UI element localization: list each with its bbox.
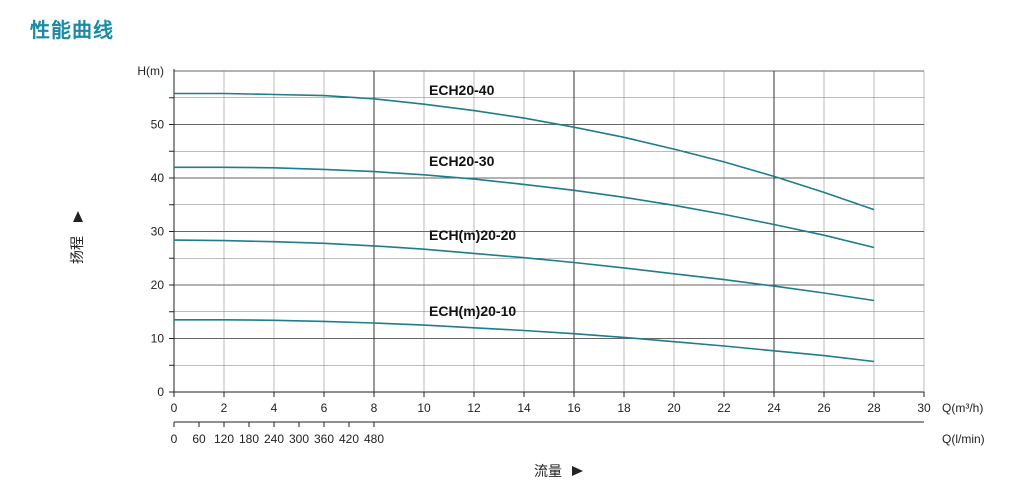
x-tick-label: 4 (271, 401, 278, 415)
x2-tick-label: 480 (364, 432, 384, 446)
x-axis-arrow-icon (572, 466, 583, 476)
x-axis-unit-bottom: Q(l/min) (942, 432, 985, 446)
x-tick-label: 6 (321, 401, 328, 415)
x2-tick-label: 120 (214, 432, 234, 446)
y-tick-label: 50 (151, 118, 165, 132)
curve-label-1: ECH20-40 (429, 82, 495, 98)
page-title: 性能曲线 (30, 18, 114, 42)
x2-tick-label: 60 (192, 432, 206, 446)
x-tick-label: 18 (617, 401, 631, 415)
y-tick-label: 40 (151, 171, 165, 185)
x2-tick-label: 420 (339, 432, 359, 446)
x-tick-label: 30 (917, 401, 931, 415)
y-tick-label: 0 (157, 385, 164, 399)
x2-tick-label: 0 (171, 432, 178, 446)
x2-tick-label: 180 (239, 432, 259, 446)
x-axis-title: 流量 (534, 464, 562, 480)
curve-label-4: ECH(m)20-10 (429, 303, 516, 319)
x-tick-label: 16 (567, 401, 581, 415)
x-tick-label: 28 (867, 401, 881, 415)
x-tick-label: 22 (717, 401, 731, 415)
curve-1 (174, 92, 875, 211)
x-tick-label: 20 (667, 401, 681, 415)
y-axis-title: 扬程 (70, 236, 86, 264)
x-tick-label: 24 (767, 401, 781, 415)
x-tick-label: 14 (517, 401, 531, 415)
x-tick-label: 26 (817, 401, 831, 415)
curve-3 (173, 239, 875, 302)
x-tick-label: 0 (171, 401, 178, 415)
curve-label-2: ECH20-30 (429, 153, 495, 169)
curve-label-3: ECH(m)20-20 (429, 227, 516, 243)
x-tick-label: 2 (221, 401, 228, 415)
y-axis-unit: H(m) (137, 64, 164, 78)
y-tick-label: 10 (151, 332, 165, 346)
y-tick-label: 30 (151, 225, 165, 239)
x2-tick-label: 240 (264, 432, 284, 446)
x-tick-label: 12 (467, 401, 481, 415)
x-tick-label: 8 (371, 401, 378, 415)
x2-tick-label: 360 (314, 432, 334, 446)
x-tick-label: 10 (417, 401, 431, 415)
x2-tick-label: 300 (289, 432, 309, 446)
y-axis-arrow-icon (73, 211, 83, 222)
curve-2 (174, 166, 875, 249)
x-axis-unit-top: Q(m³/h) (942, 401, 983, 415)
y-tick-label: 20 (151, 278, 165, 292)
curve-4 (174, 319, 875, 363)
